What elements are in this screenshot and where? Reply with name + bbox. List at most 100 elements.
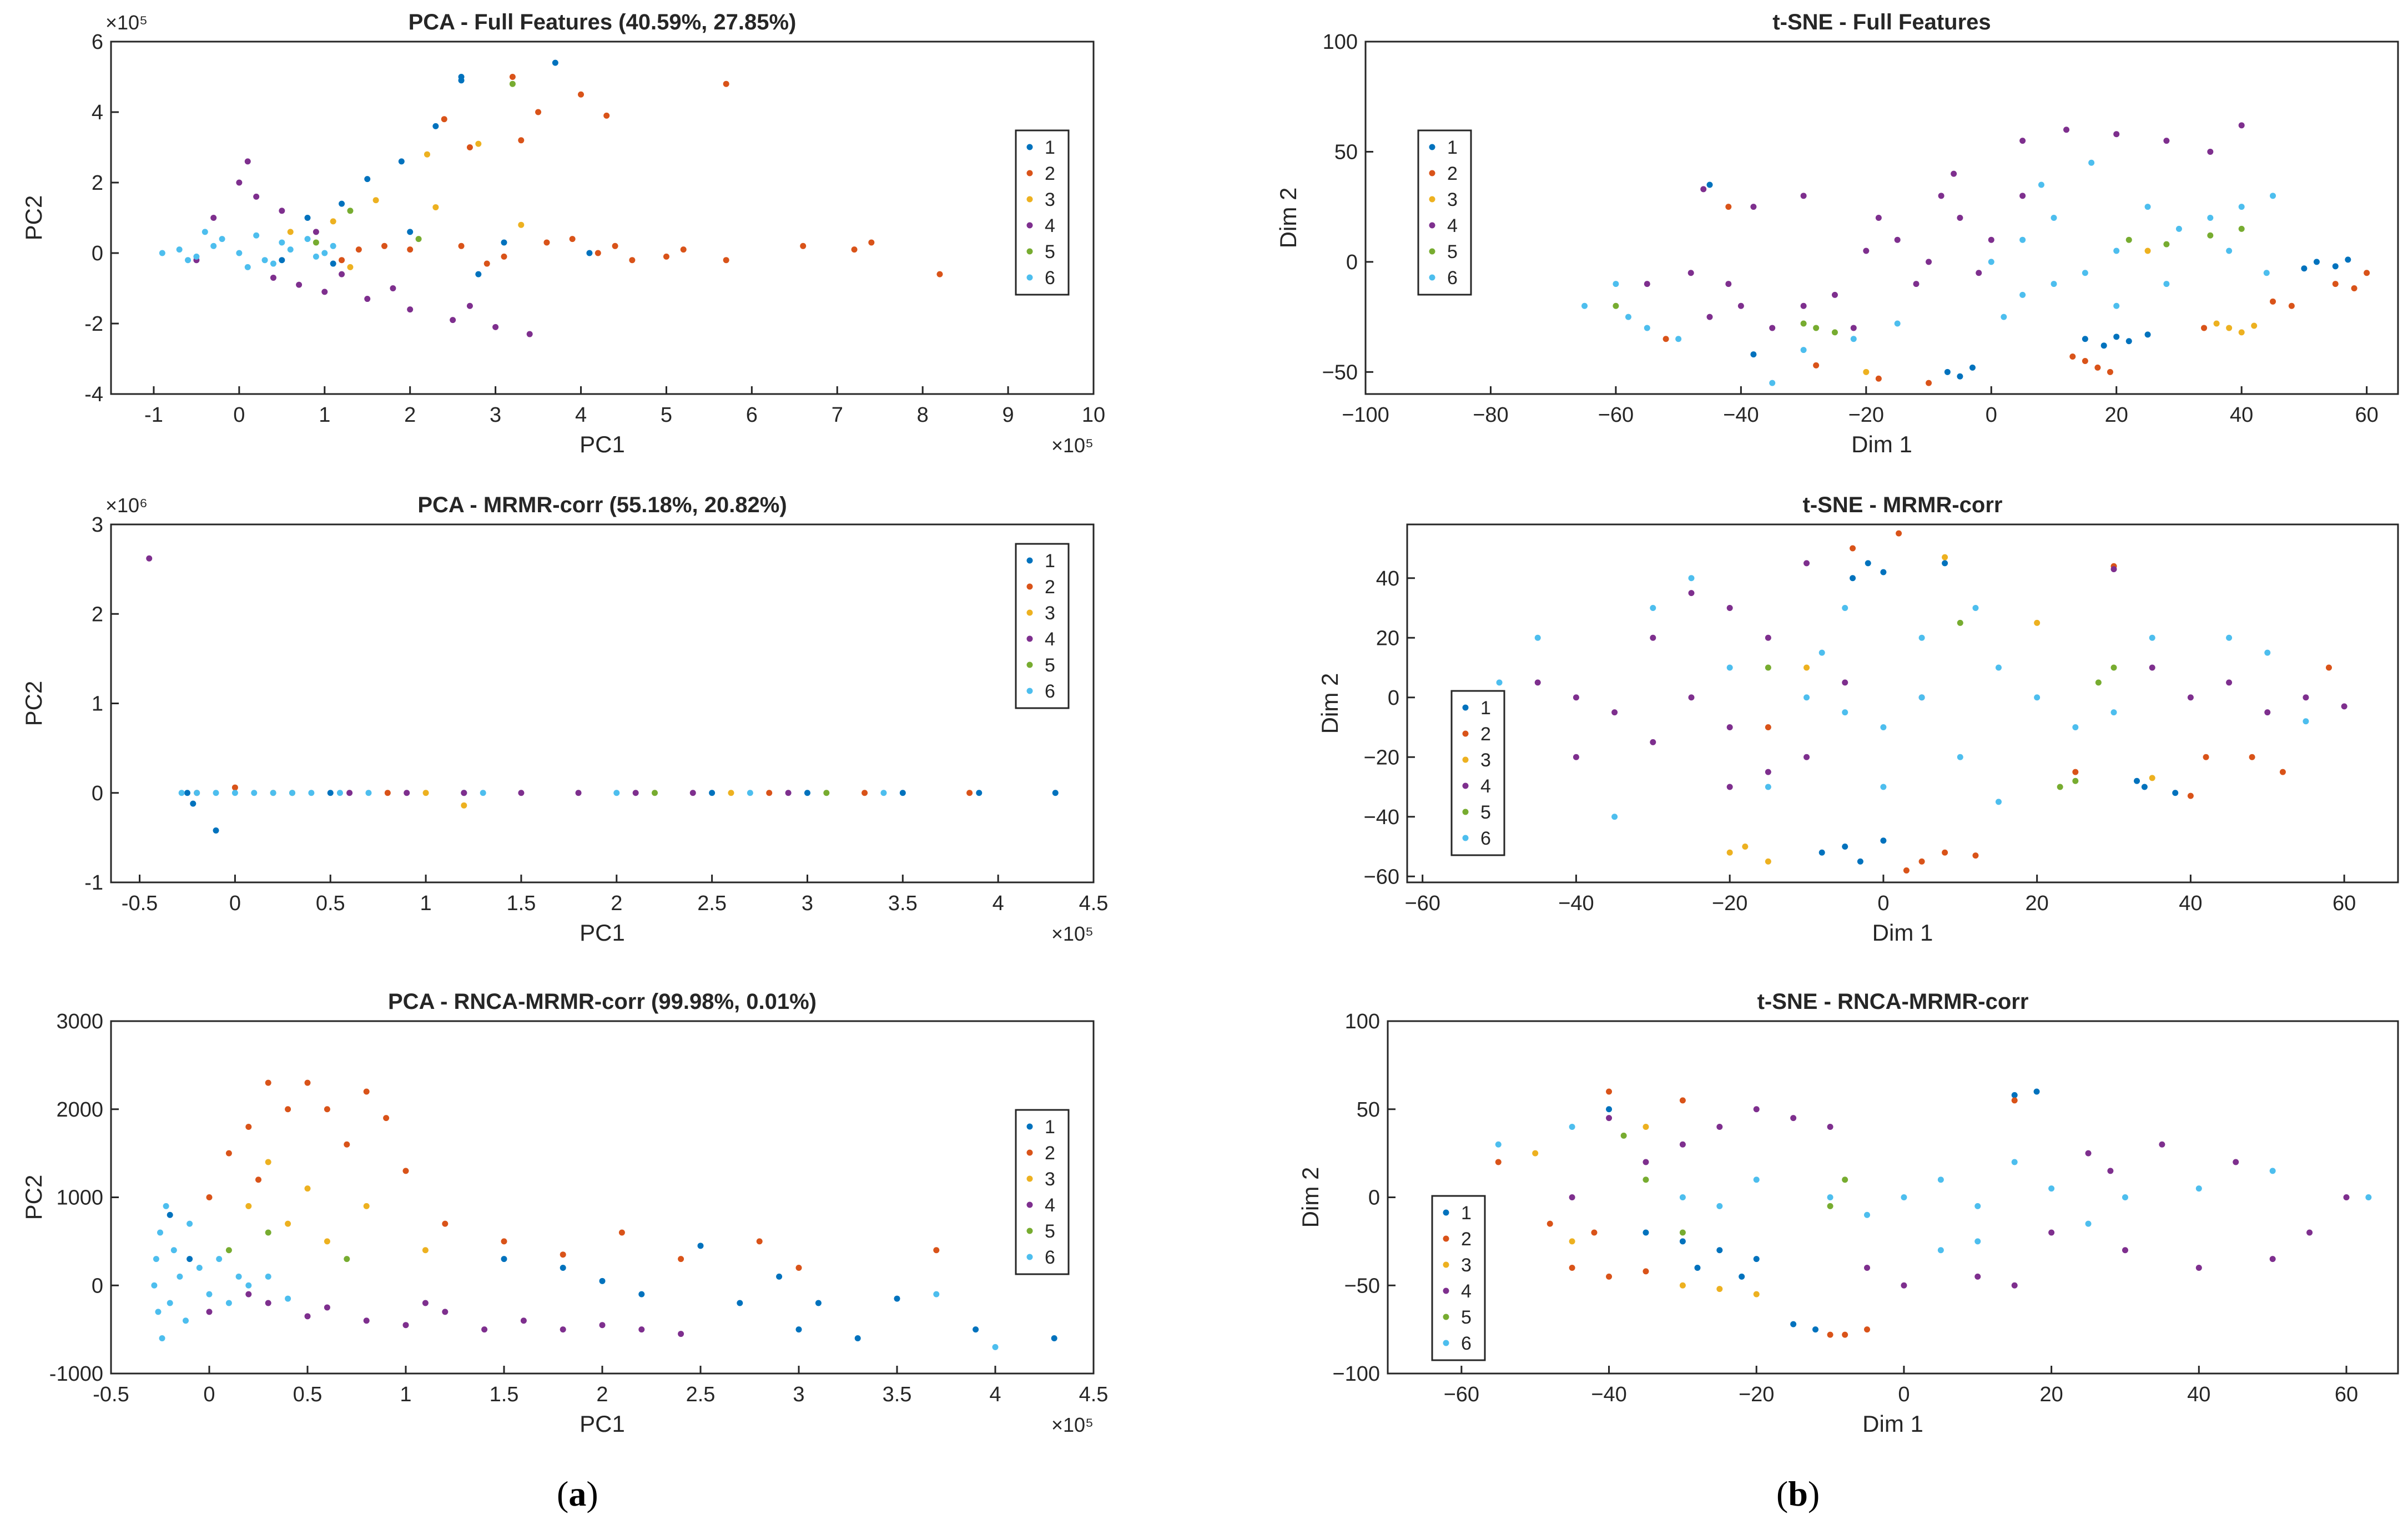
data-point-series-2 [1546,1220,1553,1227]
data-point-series-2 [1864,1326,1871,1333]
data-point-series-4 [1688,590,1695,597]
y-tick-label: −50 [1344,1274,1380,1297]
x-tick-label: 2 [596,1383,608,1406]
data-point-series-6 [1827,1194,1833,1200]
legend-marker [1026,1175,1033,1182]
data-point-series-1 [213,827,219,834]
data-point-series-4 [492,324,499,330]
data-point-series-6 [1818,649,1825,656]
x-exponent-label: ×10⁵ [1051,922,1094,945]
data-point-series-6 [1611,814,1618,820]
data-point-series-4 [1850,325,1857,331]
x-tick-label: 20 [2026,892,2049,915]
data-point-series-6 [193,253,200,260]
data-point-series-6 [225,1300,232,1306]
data-point-series-4 [1650,739,1656,745]
data-point-series-1 [1716,1247,1723,1254]
data-point-series-3 [422,790,429,796]
data-point-series-2 [795,1265,802,1271]
data-point-series-2 [2270,298,2276,305]
data-point-series-6 [1974,1203,1981,1209]
legend-marker [1462,756,1469,763]
data-point-series-2 [766,790,773,796]
data-point-series-2 [543,239,550,246]
data-point-series-1 [501,239,507,246]
data-point-series-6 [1842,605,1848,611]
data-point-series-2 [1643,1268,1649,1275]
data-point-series-4 [1765,634,1771,641]
panel-label-left: (a) [557,1474,598,1513]
data-point-series-1 [586,250,593,256]
scatter-points [1496,530,2347,873]
data-point-series-4 [404,790,410,796]
data-point-series-6 [2001,314,2007,320]
data-point-series-3 [1643,1124,1649,1130]
legend-entry: 4 [1045,215,1055,236]
data-point-series-3 [245,1203,252,1209]
data-point-series-3 [285,1220,291,1227]
data-point-series-1 [795,1326,802,1333]
data-point-series-6 [1613,281,1619,287]
data-point-series-1 [638,1291,645,1297]
data-point-series-4 [339,271,345,277]
data-point-series-1 [1880,569,1887,575]
x-tick-label: −60 [1444,1383,1479,1406]
data-point-series-2 [2069,354,2076,360]
y-axis-label: PC2 [21,681,47,726]
y-tick-label: −20 [1364,746,1399,769]
legend-marker [1026,557,1033,564]
data-point-series-6 [2088,159,2095,166]
y-axis-label: Dim 2 [1317,673,1343,734]
legend-entry: 6 [1045,681,1055,702]
data-point-series-6 [253,232,260,239]
data-point-series-4 [1938,193,1944,199]
data-point-series-2 [2072,769,2079,775]
x-tick-label: 0 [1877,892,1889,915]
y-axis-label: Dim 2 [1297,1167,1323,1228]
data-point-series-6 [216,1256,223,1263]
data-point-series-1 [432,123,439,129]
y-axis-label: PC2 [21,195,47,241]
data-point-series-1 [1818,849,1825,856]
data-point-series-4 [442,1309,449,1315]
data-point-series-6 [2226,634,2233,641]
data-point-series-6 [2303,718,2309,725]
x-tick-label: 0.5 [293,1383,323,1406]
data-point-series-4 [575,790,582,796]
data-point-series-4 [599,1322,606,1329]
panel-label-left-letter: a [568,1474,587,1513]
data-point-series-2 [324,1106,330,1113]
legend-box [1015,129,1070,296]
data-point-series-6 [2195,1185,2202,1192]
x-axis-label: Dim 1 [1851,431,1912,457]
data-point-series-6 [1495,1141,1502,1148]
data-point-series-1 [1694,1265,1701,1271]
data-point-series-2 [578,91,585,98]
data-point-series-3 [1804,664,1810,671]
data-point-series-4 [1573,754,1579,760]
data-point-series-4 [390,285,396,291]
data-point-series-6 [308,790,315,796]
data-point-series-6 [1765,784,1771,790]
data-point-series-2 [2187,792,2194,799]
legend-marker [1026,248,1033,255]
data-point-series-2 [2332,281,2339,287]
y-tick-label: 3000 [56,1010,103,1033]
data-point-series-1 [407,229,414,235]
y-tick-label: 20 [1376,627,1399,650]
data-point-series-1 [1750,351,1757,358]
x-tick-label: -1 [144,403,163,427]
data-point-series-2 [1813,362,1820,368]
legend-marker [1026,144,1033,150]
data-point-series-5 [1613,302,1619,309]
x-tick-label: 1.5 [507,892,536,915]
data-point-series-2 [363,1088,370,1095]
data-point-series-1 [1842,844,1848,850]
data-point-series-3 [1716,1286,1723,1292]
data-point-series-5 [1620,1132,1627,1139]
data-point-series-6 [2226,248,2233,254]
legend-marker [1026,662,1033,668]
data-point-series-6 [235,1273,242,1280]
data-point-series-4 [2019,193,2026,199]
data-point-series-6 [285,1295,291,1302]
